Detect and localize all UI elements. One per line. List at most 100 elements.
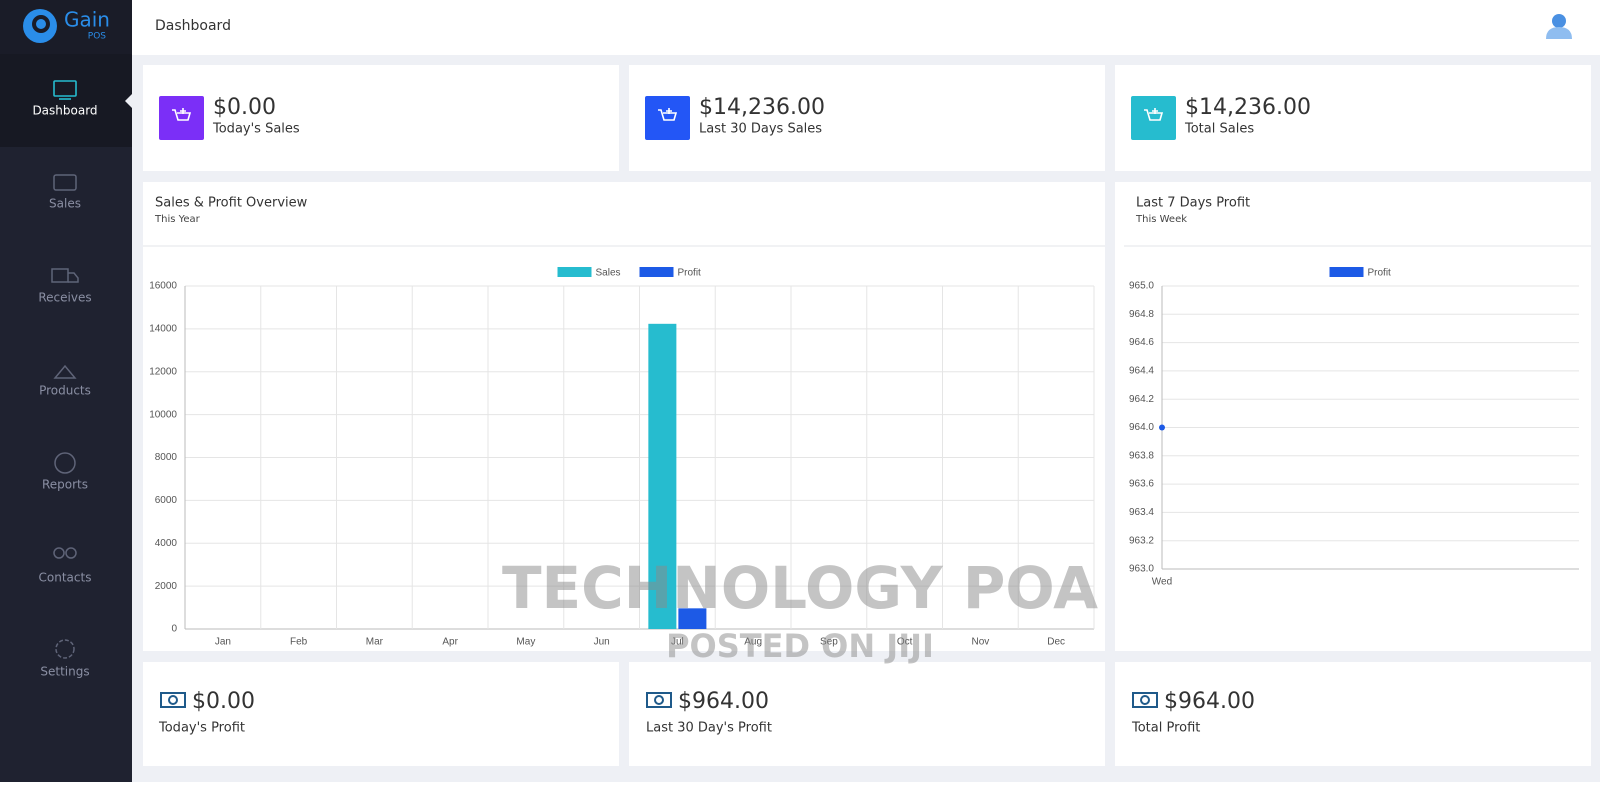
card	[629, 662, 1105, 766]
card-value: $0.00	[213, 95, 276, 120]
x-tick-label: Jul	[671, 637, 684, 648]
card-label: Last 30 Days Sales	[699, 122, 822, 137]
nav-item[interactable]: Products	[39, 384, 91, 398]
legend-label: Profit	[1368, 268, 1392, 279]
icon	[53, 174, 77, 191]
money-icons	[160, 692, 1158, 708]
card-value: $14,236.00	[699, 95, 825, 120]
glyph	[1144, 108, 1164, 121]
card-value: $964.00	[678, 689, 769, 714]
x-tick-label: Sep	[820, 637, 838, 648]
page-title: Dashboard	[155, 18, 231, 34]
legend-label: Sales	[596, 268, 621, 279]
y-tick-label: 964.6	[1129, 337, 1154, 348]
logo-area	[0, 0, 132, 54]
nav-item[interactable]: Reports	[42, 478, 88, 492]
chart-title: Last 7 Days Profit	[1136, 196, 1250, 211]
nav-item[interactable]: Receives	[38, 291, 91, 305]
icon	[55, 639, 75, 659]
icon	[51, 268, 69, 283]
logo-icon	[23, 9, 57, 43]
glyph	[172, 108, 192, 121]
card	[1115, 65, 1591, 171]
bar	[678, 608, 707, 629]
icon	[1132, 692, 1158, 708]
x-tick-label: Jun	[594, 637, 610, 648]
legend-swatch	[639, 267, 674, 277]
watermark: POSTED ON JIJI	[666, 627, 934, 665]
y-tick-label: 0	[171, 624, 177, 635]
x-tick-label: Wed	[1152, 577, 1172, 588]
x-tick-label: Dec	[1047, 637, 1065, 648]
header	[132, 0, 1600, 55]
chart-subtitle: This Week	[1135, 214, 1187, 225]
legend-swatch	[557, 267, 592, 277]
brand-sub: POS	[88, 32, 107, 42]
y-tick-label: 2000	[155, 581, 178, 592]
x-tick-label: Nov	[971, 637, 989, 648]
nav-pointer	[125, 94, 132, 108]
x-tick-label: Mar	[366, 637, 384, 648]
card-value: $964.00	[1164, 689, 1255, 714]
cart-glyphs	[172, 108, 1164, 121]
y-tick-label: 964.4	[1129, 366, 1154, 377]
x-tick-label: May	[516, 637, 535, 648]
y-tick-label: 964.8	[1129, 309, 1154, 320]
y-tick-label: 963.6	[1129, 479, 1154, 490]
chart-title: Sales & Profit Overview	[155, 196, 308, 211]
card-value: $14,236.00	[1185, 95, 1311, 120]
user-avatar[interactable]	[1552, 14, 1566, 28]
x-tick-label: Jan	[215, 637, 231, 648]
chart-subtitle: This Year	[154, 214, 201, 225]
icon	[53, 80, 77, 97]
glyph	[658, 108, 678, 121]
y-tick-label: 963.2	[1129, 535, 1154, 546]
y-tick-label: 963.8	[1129, 450, 1154, 461]
nav-item[interactable]: Dashboard	[32, 104, 97, 118]
card	[629, 65, 1105, 171]
x-tick-label: Feb	[290, 637, 308, 648]
icon	[68, 272, 79, 283]
brand: Gain	[64, 8, 110, 32]
point	[1159, 424, 1165, 431]
y-tick-label: 4000	[155, 538, 178, 549]
y-tick-label: 964.2	[1129, 394, 1154, 405]
icon	[646, 692, 672, 708]
icon	[65, 547, 77, 559]
y-tick-label: 965.0	[1129, 281, 1154, 292]
y-tick-label: 10000	[149, 409, 177, 420]
icon	[53, 364, 77, 379]
x-tick-label: Apr	[442, 637, 458, 648]
icon	[160, 692, 186, 708]
y-tick-label: 963.0	[1129, 564, 1154, 575]
y-tick-label: 8000	[155, 452, 178, 463]
watermark: TECHNOLOGY POA	[502, 554, 1098, 622]
cart-icon	[645, 96, 690, 140]
nav-active	[0, 54, 132, 147]
bar	[648, 323, 677, 629]
icon	[168, 695, 178, 705]
card	[143, 662, 619, 766]
card-label: Last 30 Day's Profit	[646, 721, 772, 736]
nav-icons	[51, 80, 79, 659]
icon	[53, 547, 65, 559]
user-avatar-body	[1546, 27, 1572, 39]
y-tick-label: 12000	[149, 366, 177, 377]
nav-item[interactable]: Contacts	[39, 571, 92, 585]
charts: 0 2000 4000 6000 8000 10000 12000 14000 16000 Sal…	[149, 267, 1579, 648]
nav-item[interactable]: Settings	[40, 665, 89, 679]
icon	[1140, 695, 1150, 705]
legend-swatch	[1329, 267, 1364, 277]
card-value: $0.00	[192, 689, 255, 714]
chart-card	[143, 182, 1105, 651]
y-tick-label: 6000	[155, 495, 178, 506]
y-tick-label: 16000	[149, 281, 177, 292]
y-tick-label: 963.4	[1129, 507, 1154, 518]
card-label: Total Profit	[1131, 721, 1200, 736]
nav-item[interactable]: Sales	[49, 197, 81, 211]
card	[1115, 662, 1591, 766]
cart-icon	[159, 96, 204, 140]
y-tick-label: 964.0	[1129, 422, 1154, 433]
card-label: Total Sales	[1184, 122, 1254, 137]
